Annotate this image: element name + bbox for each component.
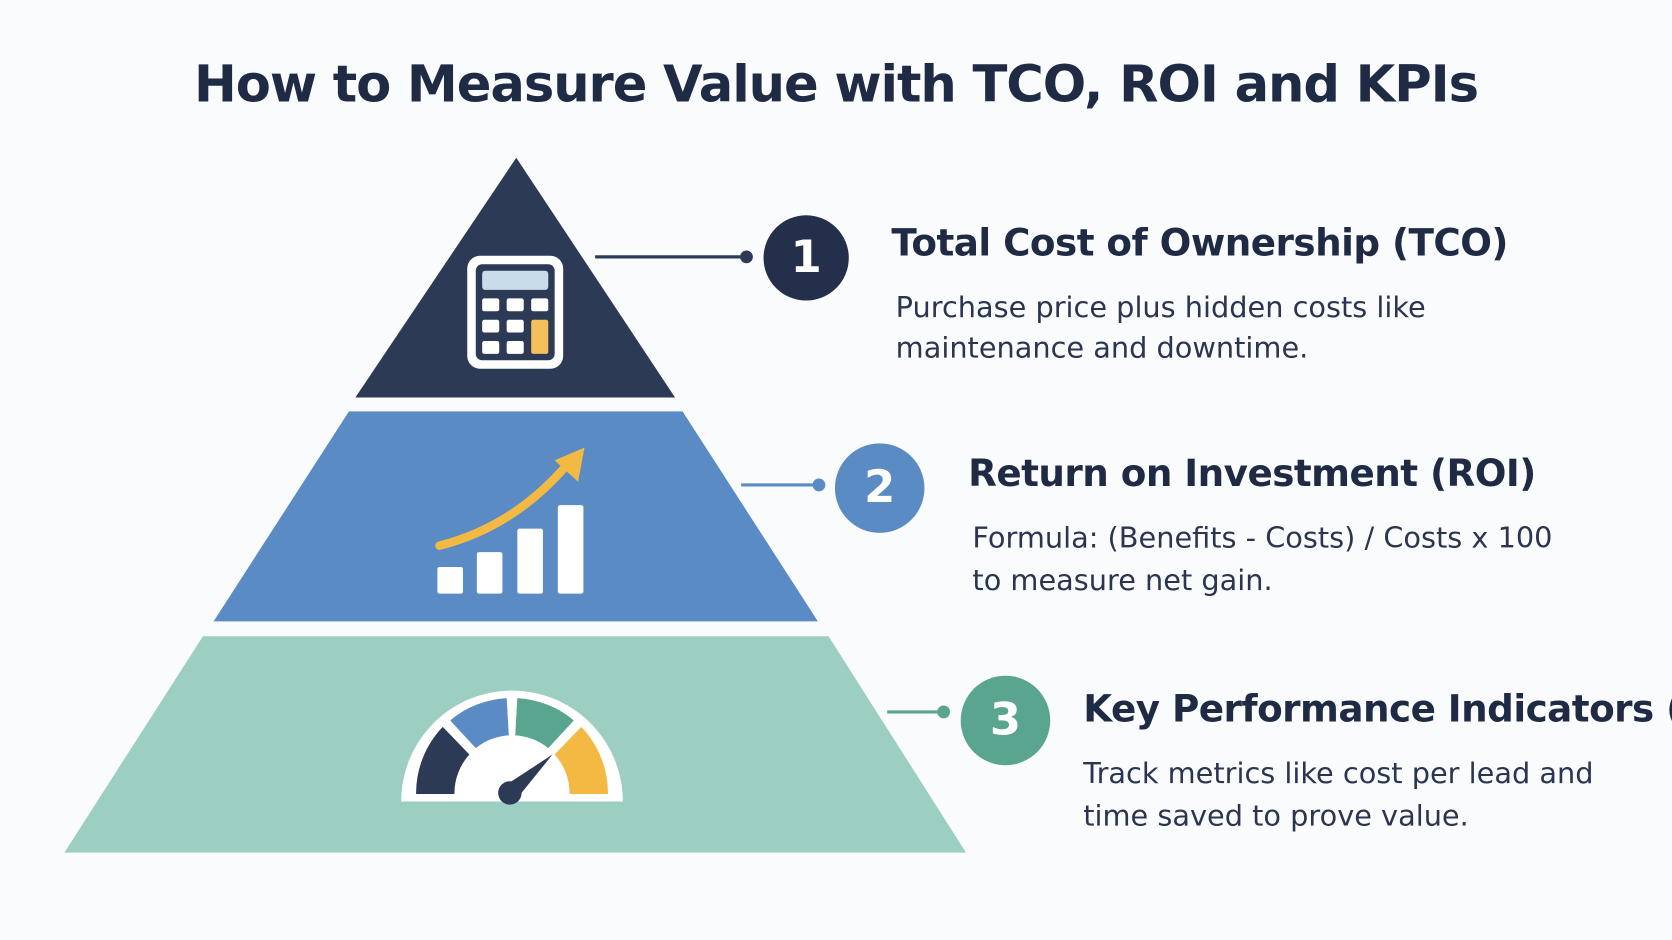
step-description: Track metrics like cost per lead and <box>1082 756 1593 790</box>
connector <box>595 250 951 719</box>
step-heading: Return on Investment (ROI) <box>968 451 1536 495</box>
step-number: 3 <box>990 693 1021 746</box>
calculator-icon <box>467 255 564 369</box>
step-heading: Key Performance Indicators (KPIs) <box>1083 686 1672 730</box>
step-description: Formula: (Benefits - Costs) / Costs x 10… <box>972 520 1552 554</box>
step-description: Purchase price plus hidden costs like <box>896 290 1426 324</box>
title: How to Measure Value with TCO, ROI and K… <box>194 55 1478 114</box>
badge <box>763 215 849 301</box>
step-heading: Total Cost of Ownership (TCO) <box>891 221 1508 265</box>
badge <box>834 443 925 533</box>
badge <box>960 675 1051 766</box>
step-number: 2 <box>864 460 895 513</box>
step-description: maintenance and downtime. <box>896 331 1309 365</box>
step-number: 1 <box>791 230 822 283</box>
step-description: to measure net gain. <box>972 563 1272 597</box>
gauge-icon <box>401 690 623 805</box>
growth-icon <box>435 447 585 594</box>
step-description: time saved to prove value. <box>1083 798 1469 832</box>
